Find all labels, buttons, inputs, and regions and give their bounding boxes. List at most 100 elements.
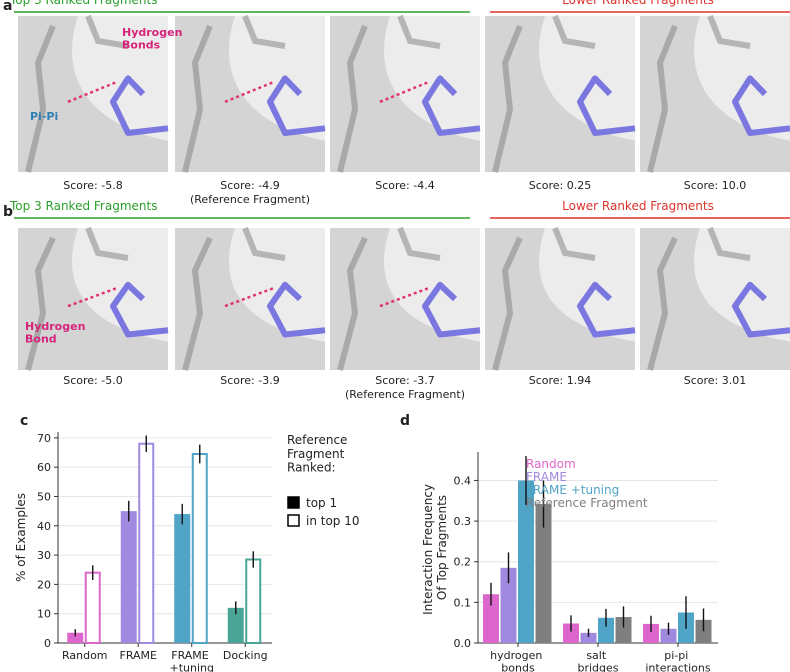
x-tick-label: salt bridges [577,649,618,672]
protein-stick [552,14,596,49]
y-tick-label: 0 [44,637,51,650]
interaction [67,80,119,103]
panel-label: c [20,413,28,429]
bar [518,480,534,643]
score: Score: 10.0 [684,179,747,192]
x-tick-label: FRAME +tuning [170,649,214,672]
x-tick-label: pi-pi interactions [645,649,710,672]
structure-image [485,226,636,371]
surface [694,16,790,141]
score: Score: -5.0 [63,374,122,387]
protein-stick [25,236,56,371]
ligand-stick [267,281,326,338]
legend-swatch [287,514,300,527]
panel-label: d [400,413,410,429]
legend-label: FRAME +tuning [526,483,619,497]
y-tick-label: 60 [37,461,51,474]
y-tick-label: 0.0 [454,637,472,650]
x-tick-label: FRAME [120,649,158,662]
x-tick-label: hydrogen bonds [490,649,546,672]
legend-label: Reference Fragment [526,496,648,510]
ligand-stick [732,75,790,136]
score: Score: 3.01 [684,374,747,387]
protein-stick [492,24,523,173]
surface [694,228,790,342]
header-top: Top 3 Ranked Fragments [9,199,157,213]
legend-label: top 1 [306,496,337,510]
y-tick-label: 0.4 [454,474,472,487]
structure-image [175,226,326,371]
surface [229,228,325,342]
legend-label: Random [526,457,576,471]
bar [138,442,155,644]
y-tick-label: 30 [37,549,51,562]
score: Score: -3.9 [220,374,279,387]
y-tick-label: 50 [37,490,51,503]
surface [229,16,325,141]
ligand-stick [422,75,481,136]
bar [660,628,677,643]
score: Score: 0.25 [529,179,592,192]
y-tick-label: 10 [37,608,51,621]
protein-stick [85,14,129,49]
bar [227,607,244,643]
protein-stick [337,236,368,371]
protein-stick [182,24,213,173]
y-tick-label: 0.3 [454,515,472,528]
protein-stick [492,236,523,371]
bar [67,632,84,643]
legend-label: in top 10 [306,514,360,528]
structure-image [330,226,481,371]
hbond-annotation: Hydrogen Bond [25,320,89,346]
bar [598,617,614,643]
structure-image [640,14,790,173]
interaction [379,80,431,103]
bar [191,452,208,644]
protein-stick [707,226,751,261]
surface [72,228,168,342]
legend-label: FRAME [526,470,567,484]
reference-note: (Reference Fragment) [345,388,465,401]
protein-stick [242,14,286,49]
structure-image [640,226,790,371]
protein-stick [552,226,596,261]
score: Score: -4.9 [220,179,279,192]
panel-label: a [3,0,12,14]
interaction [67,286,119,308]
protein-stick [397,14,441,49]
protein-stick [337,24,368,173]
surface [384,228,480,342]
x-tick-label: Random [62,649,108,662]
surface [539,228,635,342]
header-lower: Lower Ranked Fragments [562,199,714,213]
header-top: Top 3 Ranked Fragments [9,0,157,7]
bar [643,623,659,643]
interaction [379,286,431,308]
bar [174,514,191,643]
structure-image [330,14,481,173]
bar [245,558,262,645]
bar [615,616,632,643]
score: Score: -3.7 [375,374,434,387]
score: Score: 1.94 [529,374,592,387]
y-tick-label: 0.2 [454,556,472,569]
bar [563,623,579,643]
structure-image [175,14,326,173]
bar [84,571,101,645]
protein-stick [647,24,678,173]
bar [500,567,517,643]
structure-image [18,226,169,371]
ligand-stick [267,75,326,136]
legend-swatch [287,496,300,509]
bar [120,511,137,643]
y-tick-label: 40 [37,520,51,533]
hbond-annotation: Hydrogen Bonds [122,26,186,52]
ligand-stick [110,281,169,338]
y-axis-label: % of Examples [14,493,28,582]
y-tick-label: 0.1 [454,596,472,609]
bar [535,504,552,643]
protein-stick [707,14,751,49]
reference-note: (Reference Fragment) [190,193,310,206]
protein-stick [182,236,213,371]
